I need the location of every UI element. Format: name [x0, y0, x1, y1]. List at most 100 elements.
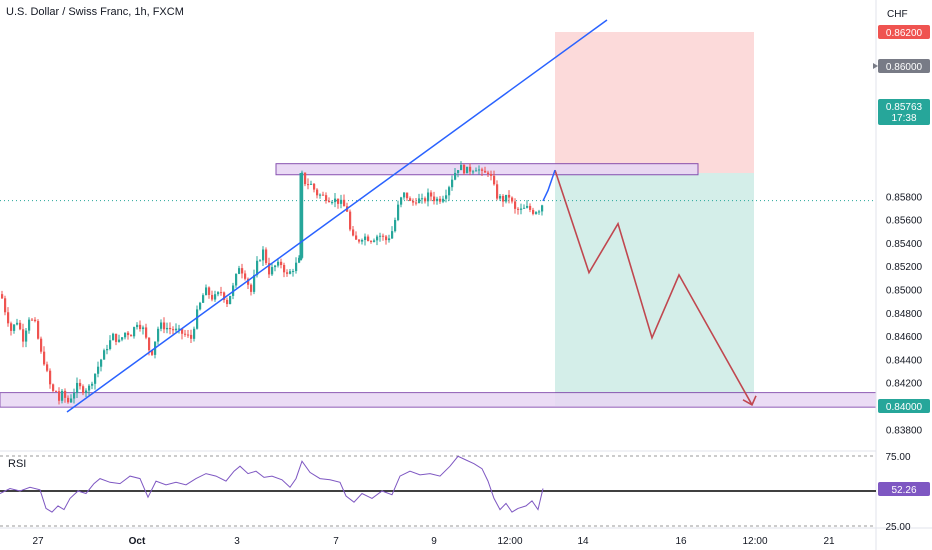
candle: [445, 189, 448, 203]
time-tick-label: 9: [431, 536, 437, 547]
candle: [22, 323, 25, 348]
target-price-badge: 0.84000: [878, 399, 930, 413]
candle: [55, 390, 58, 392]
candle: [505, 194, 508, 204]
candle: [118, 334, 121, 343]
candle: [358, 238, 361, 244]
candle: [73, 388, 76, 404]
candle: [487, 170, 490, 177]
candle: [532, 207, 535, 216]
candle: [304, 172, 307, 187]
candle: [145, 323, 148, 340]
currency-label: CHF: [887, 9, 908, 20]
price-tick-label: 0.84200: [886, 379, 923, 390]
candle: [100, 358, 103, 372]
candle: [214, 290, 217, 302]
candle: [190, 329, 193, 344]
rsi-axis-ticks: 75.00 25.00: [885, 452, 910, 533]
candle: [205, 284, 208, 296]
candle: [202, 293, 205, 303]
candle: [409, 196, 412, 202]
rsi-line: [0, 455, 544, 513]
time-tick-label: 27: [32, 536, 44, 547]
time-tick-label: 12:00: [497, 536, 522, 547]
price-tick-label: 0.85800: [886, 192, 923, 203]
candle: [34, 317, 37, 323]
candle: [334, 193, 337, 208]
candle: [376, 234, 379, 246]
time-tick-label: 21: [823, 536, 835, 547]
candle: [67, 395, 70, 404]
candle: [508, 190, 511, 204]
rsi-value-badge: 52.26: [878, 482, 930, 496]
candle: [250, 283, 253, 296]
time-tick-label: 3: [234, 536, 240, 547]
price-tick-label: 0.84600: [886, 332, 923, 343]
candle: [394, 217, 397, 233]
trend-line[interactable]: [66, 19, 608, 413]
time-tick-label: 7: [333, 536, 339, 547]
candle: [124, 332, 127, 340]
candle: [343, 194, 346, 207]
candle: [289, 269, 292, 275]
candle: [400, 196, 403, 208]
chart-title: U.S. Dollar / Swiss Franc, 1h, FXCM: [6, 6, 184, 18]
candle: [199, 301, 202, 311]
price-tick-label: 0.85200: [886, 262, 923, 273]
candle: [421, 193, 424, 204]
candle: [469, 163, 472, 176]
candle: [478, 165, 481, 175]
candle: [406, 192, 409, 201]
candle: [424, 196, 427, 204]
candle: [259, 259, 262, 262]
candle: [181, 328, 184, 340]
candle: [184, 329, 187, 337]
candle: [139, 320, 142, 332]
candle: [217, 291, 220, 297]
candle: [313, 182, 316, 193]
candle: [328, 197, 331, 203]
candle: [115, 333, 118, 346]
svg-text:52.26: 52.26: [891, 485, 916, 496]
candle: [331, 200, 334, 205]
price-tick-label: 0.85400: [886, 239, 923, 250]
candle: [319, 193, 322, 199]
candle: [430, 190, 433, 202]
candle: [37, 319, 40, 340]
candle: [310, 180, 313, 185]
candle: [163, 317, 166, 334]
candle: [538, 209, 541, 215]
candle: [160, 319, 163, 332]
time-axis-ticks: 27 Oct 3 7 9 12:00 14 16 12:00 21: [32, 536, 835, 547]
svg-text:0.86000: 0.86000: [886, 62, 923, 73]
candle: [466, 166, 469, 174]
candle: [499, 193, 502, 201]
candle: [133, 326, 136, 339]
candle: [106, 344, 109, 355]
candle: [517, 207, 520, 215]
candle: [484, 166, 487, 173]
projection-arrow-head: [742, 395, 757, 406]
candle: [373, 238, 376, 243]
candle: [220, 286, 223, 296]
candle: [295, 257, 298, 274]
candle: [25, 328, 28, 348]
candle: [226, 297, 229, 308]
candle: [178, 324, 181, 334]
candle: [316, 188, 319, 199]
candle: [7, 307, 10, 327]
candle: [460, 161, 463, 171]
candle: [535, 211, 538, 215]
candle: [415, 197, 418, 206]
take-profit-zone: [555, 173, 754, 406]
price-axis-ticks: 0.85800 0.85600 0.85400 0.85200 0.85000 0.848…: [886, 192, 923, 436]
candle: [352, 225, 355, 237]
candle: [514, 198, 517, 214]
candle: [262, 246, 265, 266]
candle: [379, 232, 382, 242]
candle: [13, 324, 16, 334]
time-tick-label: 14: [577, 536, 589, 547]
candle: [340, 194, 343, 209]
candle: [91, 381, 94, 390]
